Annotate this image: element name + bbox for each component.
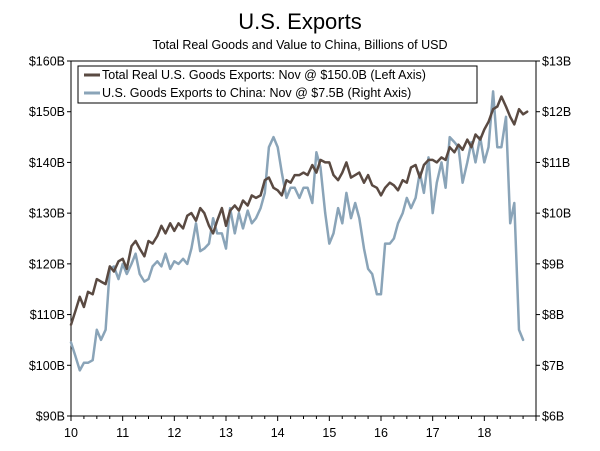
x-axis-tick-label: 15 — [322, 426, 336, 440]
left-axis-tick-label: $120B — [29, 257, 65, 271]
x-axis-tick-label: 12 — [167, 426, 181, 440]
left-axis-tick-label: $130B — [29, 207, 65, 221]
right-axis-tick-label: $8B — [542, 308, 564, 322]
x-axis-tick-label: 10 — [64, 426, 78, 440]
x-axis-tick-label: 18 — [477, 426, 491, 440]
legend: Total Real U.S. Goods Exports: Nov @ $15… — [77, 65, 478, 104]
legend-label-china-exports: U.S. Goods Exports to China: Nov @ $7.5B… — [102, 86, 411, 100]
x-axis-tick-label: 14 — [271, 426, 285, 440]
x-axis-tick-label: 16 — [374, 426, 388, 440]
right-axis: $6B $7B $8B $9B $10B $11B $12B $13B — [536, 55, 571, 424]
x-axis-tick-label: 11 — [116, 426, 129, 440]
plot-border — [70, 60, 537, 417]
series-line-total-exports — [69, 95, 529, 326]
x-axis: 10 11 12 13 14 15 16 17 18 — [64, 416, 537, 440]
x-axis-tick-label: 17 — [426, 426, 440, 440]
left-axis-tick-label: $150B — [29, 105, 65, 119]
right-axis-tick-label: $10B — [542, 207, 571, 221]
chart-title: U.S. Exports — [238, 9, 361, 34]
left-axis-tick-label: $100B — [29, 359, 65, 373]
left-axis-tick-label: $140B — [29, 156, 65, 170]
chart-subtitle: Total Real Goods and Value to China, Bil… — [152, 38, 447, 52]
x-axis-tick-label: 13 — [219, 426, 233, 440]
right-axis-tick-label: $7B — [542, 359, 564, 373]
left-axis: $90B $100B $110B $120B $130B $140B $150B $160B — [29, 55, 71, 424]
plot-area — [70, 60, 537, 417]
left-axis-tick-label: $110B — [30, 308, 65, 322]
legend-box — [77, 65, 478, 104]
right-axis-tick-label: $13B — [542, 55, 571, 69]
series-line-china-exports — [69, 90, 525, 372]
left-axis-tick-label: $160B — [29, 55, 65, 69]
right-axis-tick-label: $6B — [542, 410, 564, 424]
left-axis-tick-label: $90B — [36, 410, 65, 424]
right-axis-tick-label: $11B — [542, 156, 570, 170]
right-axis-tick-label: $12B — [542, 105, 571, 119]
right-axis-tick-label: $9B — [542, 257, 564, 271]
legend-label-total-exports: Total Real U.S. Goods Exports: Nov @ $15… — [102, 68, 426, 82]
series-layer — [69, 90, 529, 372]
